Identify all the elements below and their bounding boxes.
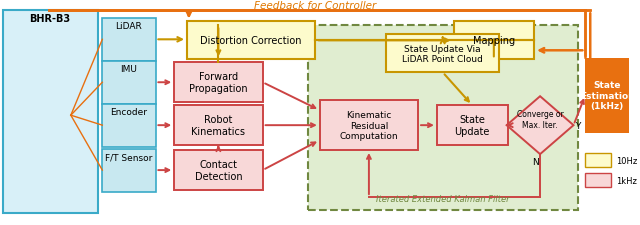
Text: Mapping: Mapping: [473, 36, 515, 46]
Text: Robot
Kinematics: Robot Kinematics: [191, 115, 245, 136]
FancyBboxPatch shape: [308, 26, 579, 210]
FancyBboxPatch shape: [102, 149, 156, 192]
FancyBboxPatch shape: [187, 22, 315, 60]
Text: F/T Sensor: F/T Sensor: [105, 153, 152, 161]
Text: N: N: [532, 157, 538, 166]
Text: State Update Via
LiDAR Point Cloud: State Update Via LiDAR Point Cloud: [403, 44, 483, 64]
FancyBboxPatch shape: [386, 35, 499, 73]
Text: Feedback for Controller: Feedback for Controller: [253, 1, 376, 11]
Text: BHR-B3: BHR-B3: [29, 14, 71, 24]
Text: Y: Y: [575, 121, 580, 130]
FancyBboxPatch shape: [102, 19, 156, 61]
FancyBboxPatch shape: [586, 153, 611, 167]
Text: Encoder: Encoder: [110, 108, 147, 117]
FancyBboxPatch shape: [174, 151, 262, 190]
FancyBboxPatch shape: [586, 58, 628, 133]
Text: 1kHz: 1kHz: [616, 176, 637, 185]
FancyBboxPatch shape: [3, 11, 99, 213]
FancyBboxPatch shape: [454, 22, 534, 60]
Text: State
Update: State Update: [454, 115, 490, 136]
FancyBboxPatch shape: [586, 173, 611, 187]
Text: Converge or
Max. Iter.: Converge or Max. Iter.: [516, 110, 563, 129]
FancyBboxPatch shape: [320, 101, 418, 151]
FancyBboxPatch shape: [436, 106, 508, 146]
Text: IMU: IMU: [120, 65, 138, 74]
Text: State
Estimation
(1kHz): State Estimation (1kHz): [580, 81, 634, 111]
Text: Kinematic
Residual
Computation: Kinematic Residual Computation: [340, 111, 398, 140]
Polygon shape: [507, 97, 573, 154]
Text: 10Hz: 10Hz: [616, 156, 637, 165]
FancyBboxPatch shape: [102, 104, 156, 147]
FancyBboxPatch shape: [174, 63, 262, 103]
Text: Iterated Extended Kalman Filter: Iterated Extended Kalman Filter: [376, 194, 510, 203]
Text: Forward
Propagation: Forward Propagation: [189, 72, 248, 94]
Text: Contact
Detection: Contact Detection: [195, 160, 242, 181]
Text: Distortion Correction: Distortion Correction: [200, 36, 301, 46]
FancyBboxPatch shape: [174, 106, 262, 146]
Text: LiDAR: LiDAR: [115, 22, 142, 31]
FancyBboxPatch shape: [102, 61, 156, 104]
